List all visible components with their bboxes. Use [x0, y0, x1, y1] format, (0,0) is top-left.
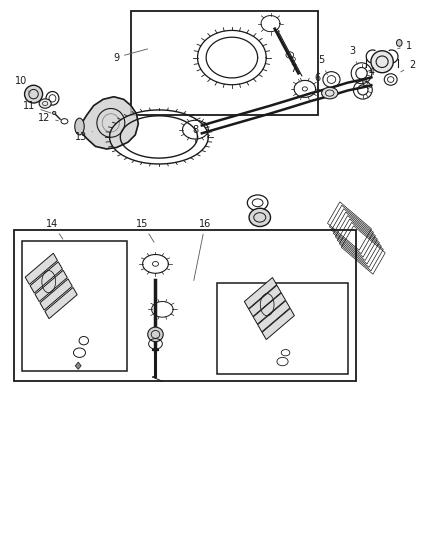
Polygon shape: [249, 285, 281, 317]
Text: 14: 14: [46, 219, 63, 239]
Text: 7: 7: [290, 64, 300, 82]
Ellipse shape: [148, 327, 163, 342]
Polygon shape: [75, 362, 81, 369]
Text: 6: 6: [314, 74, 325, 89]
Polygon shape: [45, 287, 77, 319]
Polygon shape: [35, 270, 67, 302]
Polygon shape: [40, 279, 72, 310]
Text: 15: 15: [136, 219, 154, 242]
Text: 5: 5: [318, 55, 327, 75]
Ellipse shape: [39, 99, 51, 108]
Text: 12: 12: [38, 112, 58, 123]
Ellipse shape: [53, 111, 56, 115]
Text: 2: 2: [401, 60, 415, 72]
Polygon shape: [30, 262, 63, 293]
Text: 1: 1: [398, 41, 412, 51]
Text: 4: 4: [366, 67, 374, 83]
Polygon shape: [25, 253, 57, 285]
Ellipse shape: [75, 118, 84, 135]
Text: 11: 11: [23, 101, 51, 113]
Text: 8: 8: [192, 125, 198, 135]
Text: 10: 10: [14, 76, 30, 93]
Polygon shape: [262, 308, 294, 340]
Ellipse shape: [321, 87, 338, 99]
Polygon shape: [244, 278, 277, 309]
Polygon shape: [258, 301, 290, 332]
Ellipse shape: [396, 39, 402, 46]
Text: 9: 9: [113, 49, 148, 62]
Polygon shape: [253, 293, 286, 324]
Ellipse shape: [249, 208, 271, 227]
Polygon shape: [79, 97, 138, 149]
Ellipse shape: [371, 51, 393, 72]
Ellipse shape: [25, 85, 42, 103]
Text: 16: 16: [194, 219, 212, 280]
Text: 3: 3: [349, 46, 357, 64]
Text: 13: 13: [74, 132, 92, 142]
